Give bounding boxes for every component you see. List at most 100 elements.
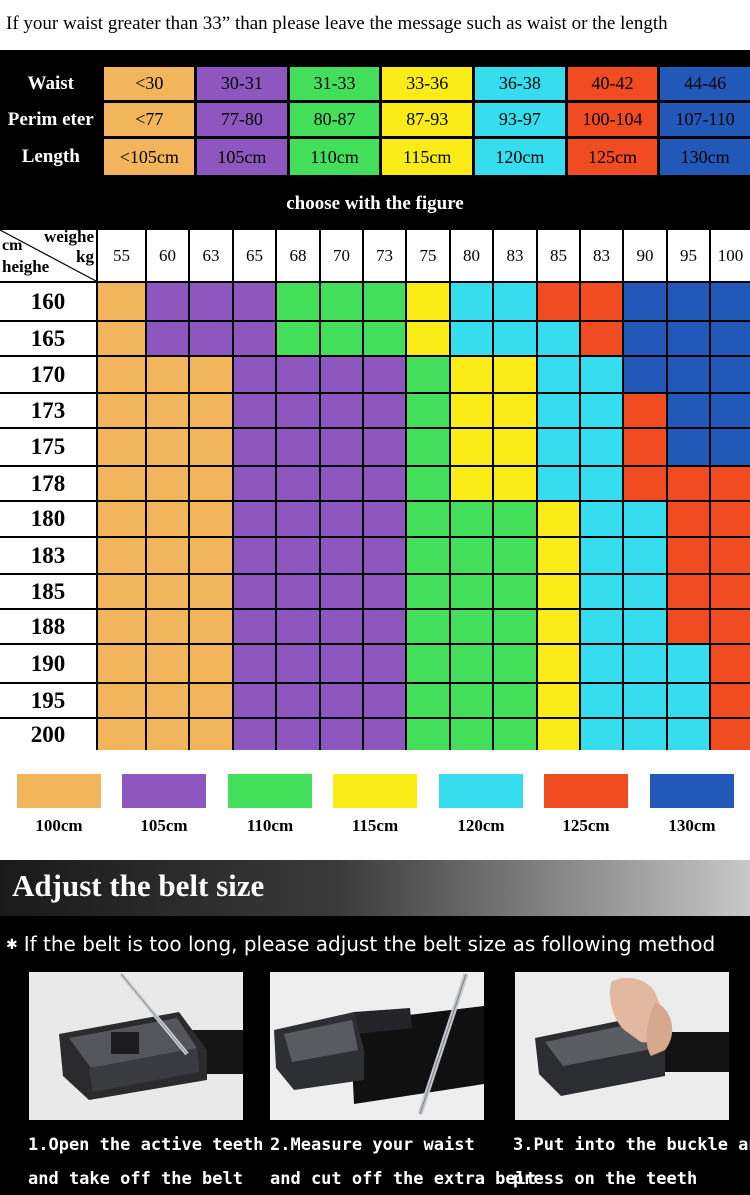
size-grid-cell xyxy=(407,467,449,500)
size-grid-cell xyxy=(147,322,188,355)
size-grid-cell xyxy=(364,467,405,500)
perimeter-cell: 107-110 xyxy=(660,103,750,136)
size-grid-cell xyxy=(711,357,750,392)
waist-message-note: If your waist greater than 33” than plea… xyxy=(0,0,750,50)
size-grid-cell xyxy=(321,610,362,643)
size-grid-cell xyxy=(147,394,188,427)
size-grid-cell xyxy=(321,357,362,392)
size-grid-cell xyxy=(321,538,362,573)
size-grid-cell xyxy=(277,283,319,320)
step-3-photo xyxy=(515,972,729,1120)
height-header-cell: 190 xyxy=(0,645,96,682)
size-grid-cell xyxy=(234,283,275,320)
size-grid-cell xyxy=(624,502,666,536)
height-axis-label: heighe xyxy=(2,257,50,276)
size-grid-cell xyxy=(147,502,188,536)
size-grid-cell xyxy=(190,684,232,717)
size-grid-cell xyxy=(538,575,579,608)
weight-unit-label: kg xyxy=(76,247,94,266)
weight-header-cell: 83 xyxy=(581,230,622,281)
size-grid-cell xyxy=(711,467,750,500)
size-grid-cell xyxy=(581,684,622,717)
step-2-photo xyxy=(270,972,484,1120)
size-grid-cell xyxy=(321,322,362,355)
size-grid-cell xyxy=(407,357,449,392)
step-3-caption: 3.Put into the buckle and press on the t… xyxy=(513,1128,750,1195)
size-grid-cell xyxy=(407,719,449,750)
size-grid-cell xyxy=(668,394,709,427)
step-1-photo xyxy=(29,972,243,1120)
legend-label: 105cm xyxy=(140,816,188,835)
size-grid-cell xyxy=(234,502,275,536)
size-grid-cell xyxy=(190,575,232,608)
size-grid-cell xyxy=(190,322,232,355)
size-grid-cell xyxy=(668,429,709,465)
weight-header-cell: 55 xyxy=(98,230,145,281)
legend-swatch xyxy=(333,774,417,808)
adjust-instruction-text: If the belt is too long, please adjust t… xyxy=(23,932,716,956)
size-grid-cell xyxy=(364,283,405,320)
size-grid-cell xyxy=(407,283,449,320)
length-cell: 110cm xyxy=(289,139,380,175)
perimeter-cell: <77 xyxy=(104,103,195,136)
step-3-line2: press on the teeth xyxy=(513,1169,698,1189)
weight-header-cell: 80 xyxy=(451,230,492,281)
size-grid-cell xyxy=(321,467,362,500)
size-grid-cell xyxy=(98,429,145,465)
size-grid-cell xyxy=(624,610,666,643)
height-header-cell: 183 xyxy=(0,538,96,573)
size-grid-cell xyxy=(364,610,405,643)
buckle-press-teeth-illustration xyxy=(515,972,729,1120)
legend-label: 110cm xyxy=(246,816,294,835)
waist-cell: 33-36 xyxy=(382,67,473,100)
size-grid-cell xyxy=(277,645,319,682)
length-cell: 125cm xyxy=(567,139,658,175)
perimeter-cell: 77-80 xyxy=(197,103,287,136)
size-grid-cell xyxy=(147,645,188,682)
size-grid-cell xyxy=(711,645,750,682)
size-grid-cell xyxy=(451,467,492,500)
size-grid-cell xyxy=(98,394,145,427)
weight-header-cell: 73 xyxy=(364,230,405,281)
size-grid-cell xyxy=(321,502,362,536)
size-grid-cell xyxy=(147,538,188,573)
size-grid-cell xyxy=(711,283,750,320)
size-grid-cell xyxy=(190,719,232,750)
size-grid-cell xyxy=(451,429,492,465)
size-grid-cell xyxy=(147,357,188,392)
size-grid-cell xyxy=(234,322,275,355)
height-header-cell: 160 xyxy=(0,283,96,320)
size-grid-cell xyxy=(538,394,579,427)
height-header-cell: 200 xyxy=(0,719,96,750)
size-grid-cell xyxy=(711,322,750,355)
size-grid-cell xyxy=(581,429,622,465)
size-grid-cell xyxy=(624,283,666,320)
size-grid-cell xyxy=(668,538,709,573)
size-grid-cell xyxy=(277,502,319,536)
size-grid-cell xyxy=(147,610,188,643)
size-grid-cell xyxy=(364,322,405,355)
size-grid-cell xyxy=(277,429,319,465)
size-grid-cell xyxy=(98,283,145,320)
size-grid-cell xyxy=(234,394,275,427)
size-grid-cell xyxy=(190,394,232,427)
size-grid-cell xyxy=(321,394,362,427)
size-grid-cell xyxy=(234,719,275,750)
size-grid-cell xyxy=(277,322,319,355)
size-grid-cell xyxy=(668,322,709,355)
waist-cell: 40-42 xyxy=(567,67,658,100)
size-grid-cell xyxy=(538,610,579,643)
weight-header-cell: 75 xyxy=(407,230,449,281)
size-grid-cell xyxy=(538,719,579,750)
step-2-line2: and cut off the extra belt xyxy=(270,1169,537,1189)
star-bullet-icon: ✱ xyxy=(6,937,18,953)
legend-label: 125cm xyxy=(562,816,610,835)
legend-label: 130cm xyxy=(668,816,716,835)
size-grid-cell xyxy=(668,283,709,320)
size-grid-cell xyxy=(538,322,579,355)
size-grid-cell xyxy=(668,502,709,536)
weight-header-cell: 60 xyxy=(147,230,188,281)
size-grid-cell xyxy=(538,645,579,682)
size-grid-cell xyxy=(451,394,492,427)
size-grid-cell xyxy=(538,502,579,536)
